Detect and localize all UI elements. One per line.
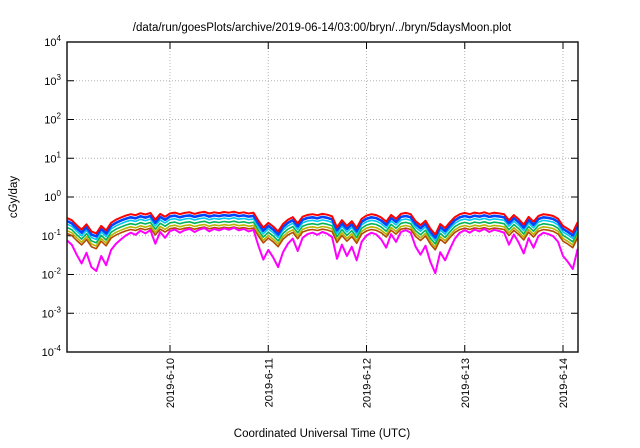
- series-line-dose-magenta: [67, 226, 578, 275]
- x-tick-label: 2019-6-11: [263, 358, 275, 407]
- x-axis-title: Coordinated Universal Time (UTC): [234, 428, 411, 440]
- x-tick-label: 2019-6-14: [558, 358, 570, 408]
- y-tick-label: 10-3: [42, 305, 62, 320]
- series-line-dose-brown: [67, 226, 578, 251]
- series-line-dose-cyan: [67, 217, 578, 242]
- y-tick-label: 103: [44, 73, 61, 88]
- y-tick-label: 104: [44, 34, 61, 49]
- plot-title: /data/run/goesPlots/archive/2019-06-14/0…: [133, 22, 512, 34]
- y-tick-label: 10-4: [42, 344, 62, 359]
- y-tick-label: 10-2: [42, 267, 62, 282]
- series-line-dose-red: [67, 210, 578, 236]
- x-tick-label: 2019-6-10: [165, 358, 177, 408]
- y-tick-label: 102: [44, 112, 61, 127]
- plot-frame: [66, 41, 579, 353]
- x-tick-label: 2019-6-13: [460, 358, 472, 408]
- y-tick-label: 101: [44, 150, 61, 165]
- series-line-dose-olive: [67, 223, 578, 248]
- y-axis-title: cGy/day: [8, 176, 20, 218]
- series-line-dose-blue: [67, 213, 578, 239]
- x-tick-label: 2019-6-12: [362, 358, 374, 408]
- y-tick-label: 10-1: [42, 228, 62, 243]
- y-tick-label: 100: [44, 189, 61, 204]
- series-line-dose-green: [67, 220, 578, 245]
